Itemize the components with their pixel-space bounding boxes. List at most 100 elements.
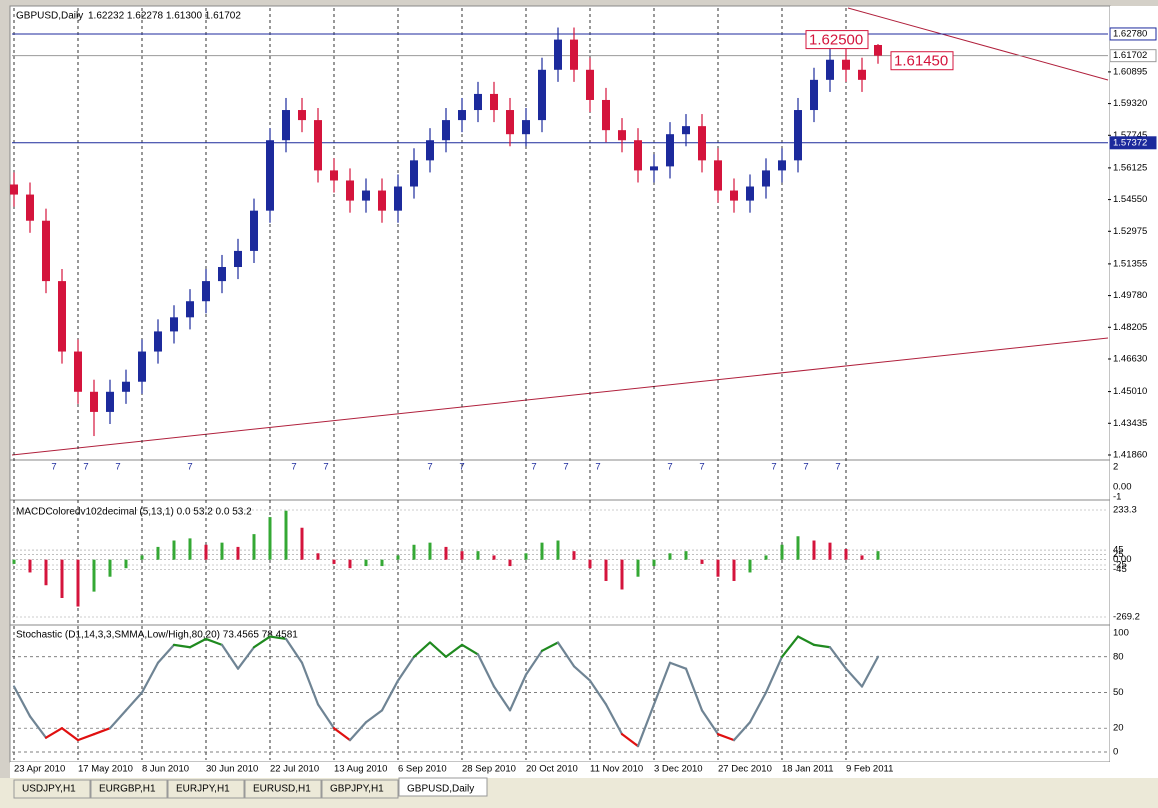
candle-body — [650, 166, 658, 171]
tab-label[interactable]: EURUSD,H1 — [253, 784, 311, 795]
price-axis — [1110, 6, 1158, 762]
x-tick-label: 27 Dec 2010 — [718, 764, 772, 775]
histogram-bar — [780, 544, 784, 560]
y-tick-label: 1.48205 — [1113, 322, 1147, 333]
stoch-segment — [172, 643, 192, 649]
stoch-segment — [732, 721, 752, 742]
tab[interactable] — [244, 779, 322, 799]
histogram-bar — [428, 542, 432, 560]
histogram-bar — [220, 542, 224, 560]
signal-marker: 7 — [427, 462, 432, 473]
stoch-segment — [156, 643, 176, 664]
y-tick-label: -25 — [1113, 560, 1127, 571]
trend-line — [847, 7, 1109, 81]
candle-body — [730, 190, 738, 201]
candle-body — [618, 130, 626, 141]
histogram-bar — [828, 542, 832, 560]
histogram-bar — [732, 559, 736, 581]
stoch-segment — [460, 643, 480, 656]
candle-body — [714, 160, 722, 191]
histogram-bar — [604, 559, 608, 581]
signal-marker: 7 — [459, 462, 464, 473]
stoch-segment — [284, 637, 304, 664]
stoch-segment — [380, 679, 400, 712]
candle-body — [874, 44, 882, 56]
stoch-segment — [348, 721, 368, 742]
y-tick-label: 1.51355 — [1113, 258, 1147, 269]
tab-label[interactable]: USDJPY,H1 — [22, 784, 76, 795]
candle-body — [346, 180, 354, 201]
annotation: 1.62500 — [809, 32, 863, 49]
histogram-bar — [124, 559, 128, 569]
tab[interactable] — [398, 777, 488, 797]
tab[interactable] — [13, 779, 91, 799]
histogram-bar — [412, 544, 416, 560]
candle-body — [570, 39, 578, 70]
stoch-segment — [364, 709, 384, 724]
histogram-bar — [844, 549, 848, 560]
macd-panel — [9, 499, 1111, 626]
stoch-segment — [700, 709, 720, 736]
stoch-segment — [44, 727, 64, 739]
candle-body — [106, 391, 114, 412]
tab-label[interactable]: EURJPY,H1 — [176, 784, 230, 795]
candle-body — [554, 39, 562, 70]
x-tick-label: 17 May 2010 — [78, 764, 133, 775]
histogram-bar — [524, 553, 528, 560]
y-tick-label: 100 — [1113, 627, 1129, 638]
signal-marker: 7 — [803, 462, 808, 473]
candle-body — [218, 267, 226, 282]
level-label: 1.61702 — [1113, 50, 1147, 61]
y-tick-label: 45 — [1113, 545, 1124, 556]
stoch-segment — [12, 685, 32, 718]
stoch-segment — [508, 673, 528, 712]
y-tick-label: 0.00 — [1113, 482, 1132, 493]
candle-body — [10, 184, 18, 195]
stoch-segment — [828, 646, 848, 670]
tab[interactable] — [90, 779, 168, 799]
candle-body — [298, 110, 306, 121]
histogram-bar — [140, 555, 144, 560]
stoch-segment — [620, 733, 640, 748]
stoch-segment — [860, 655, 880, 688]
x-tick-label: 20 Oct 2010 — [526, 764, 578, 775]
histogram-bar — [28, 559, 32, 573]
candle-body — [666, 134, 674, 167]
stoch-segment — [476, 653, 496, 688]
candle-body — [474, 93, 482, 111]
histogram-bar — [620, 559, 624, 590]
signal-marker: 7 — [531, 462, 536, 473]
candle-body — [458, 110, 466, 121]
tab-label[interactable]: GBPJPY,H1 — [330, 784, 384, 795]
candle-body — [538, 69, 546, 121]
histogram-bar — [492, 555, 496, 560]
tab[interactable] — [167, 779, 245, 799]
signal-panel — [9, 459, 1111, 501]
tab-label[interactable]: GBPUSD,Daily — [407, 784, 474, 795]
histogram-bar — [540, 542, 544, 560]
candle-body — [202, 281, 210, 302]
stoch-segment — [268, 635, 288, 641]
histogram-bar — [876, 551, 880, 560]
signal-marker: 7 — [323, 462, 328, 473]
histogram-bar — [12, 559, 16, 564]
x-tick-label: 11 Nov 2010 — [590, 764, 643, 775]
histogram-bar — [188, 538, 192, 560]
candle-body — [186, 301, 194, 318]
stoch-segment — [60, 727, 80, 742]
y-tick-label: 1.46630 — [1113, 353, 1147, 364]
y-tick-label: 25 — [1113, 549, 1124, 560]
tab-label[interactable]: EURGBP,H1 — [99, 784, 156, 795]
y-tick-label: 1.56125 — [1113, 162, 1147, 173]
y-tick-label: 1.52975 — [1113, 226, 1147, 237]
signal-marker: 7 — [291, 462, 296, 473]
candle-body — [314, 120, 322, 171]
x-tick-label: 28 Sep 2010 — [462, 764, 516, 775]
level-box — [1109, 49, 1157, 63]
stoch-segment — [28, 715, 48, 739]
y-tick-label: 80 — [1113, 651, 1124, 662]
candle-body — [282, 110, 290, 141]
stoch-segment — [684, 667, 704, 712]
stoch-segment — [636, 703, 656, 748]
tab[interactable] — [321, 779, 399, 799]
